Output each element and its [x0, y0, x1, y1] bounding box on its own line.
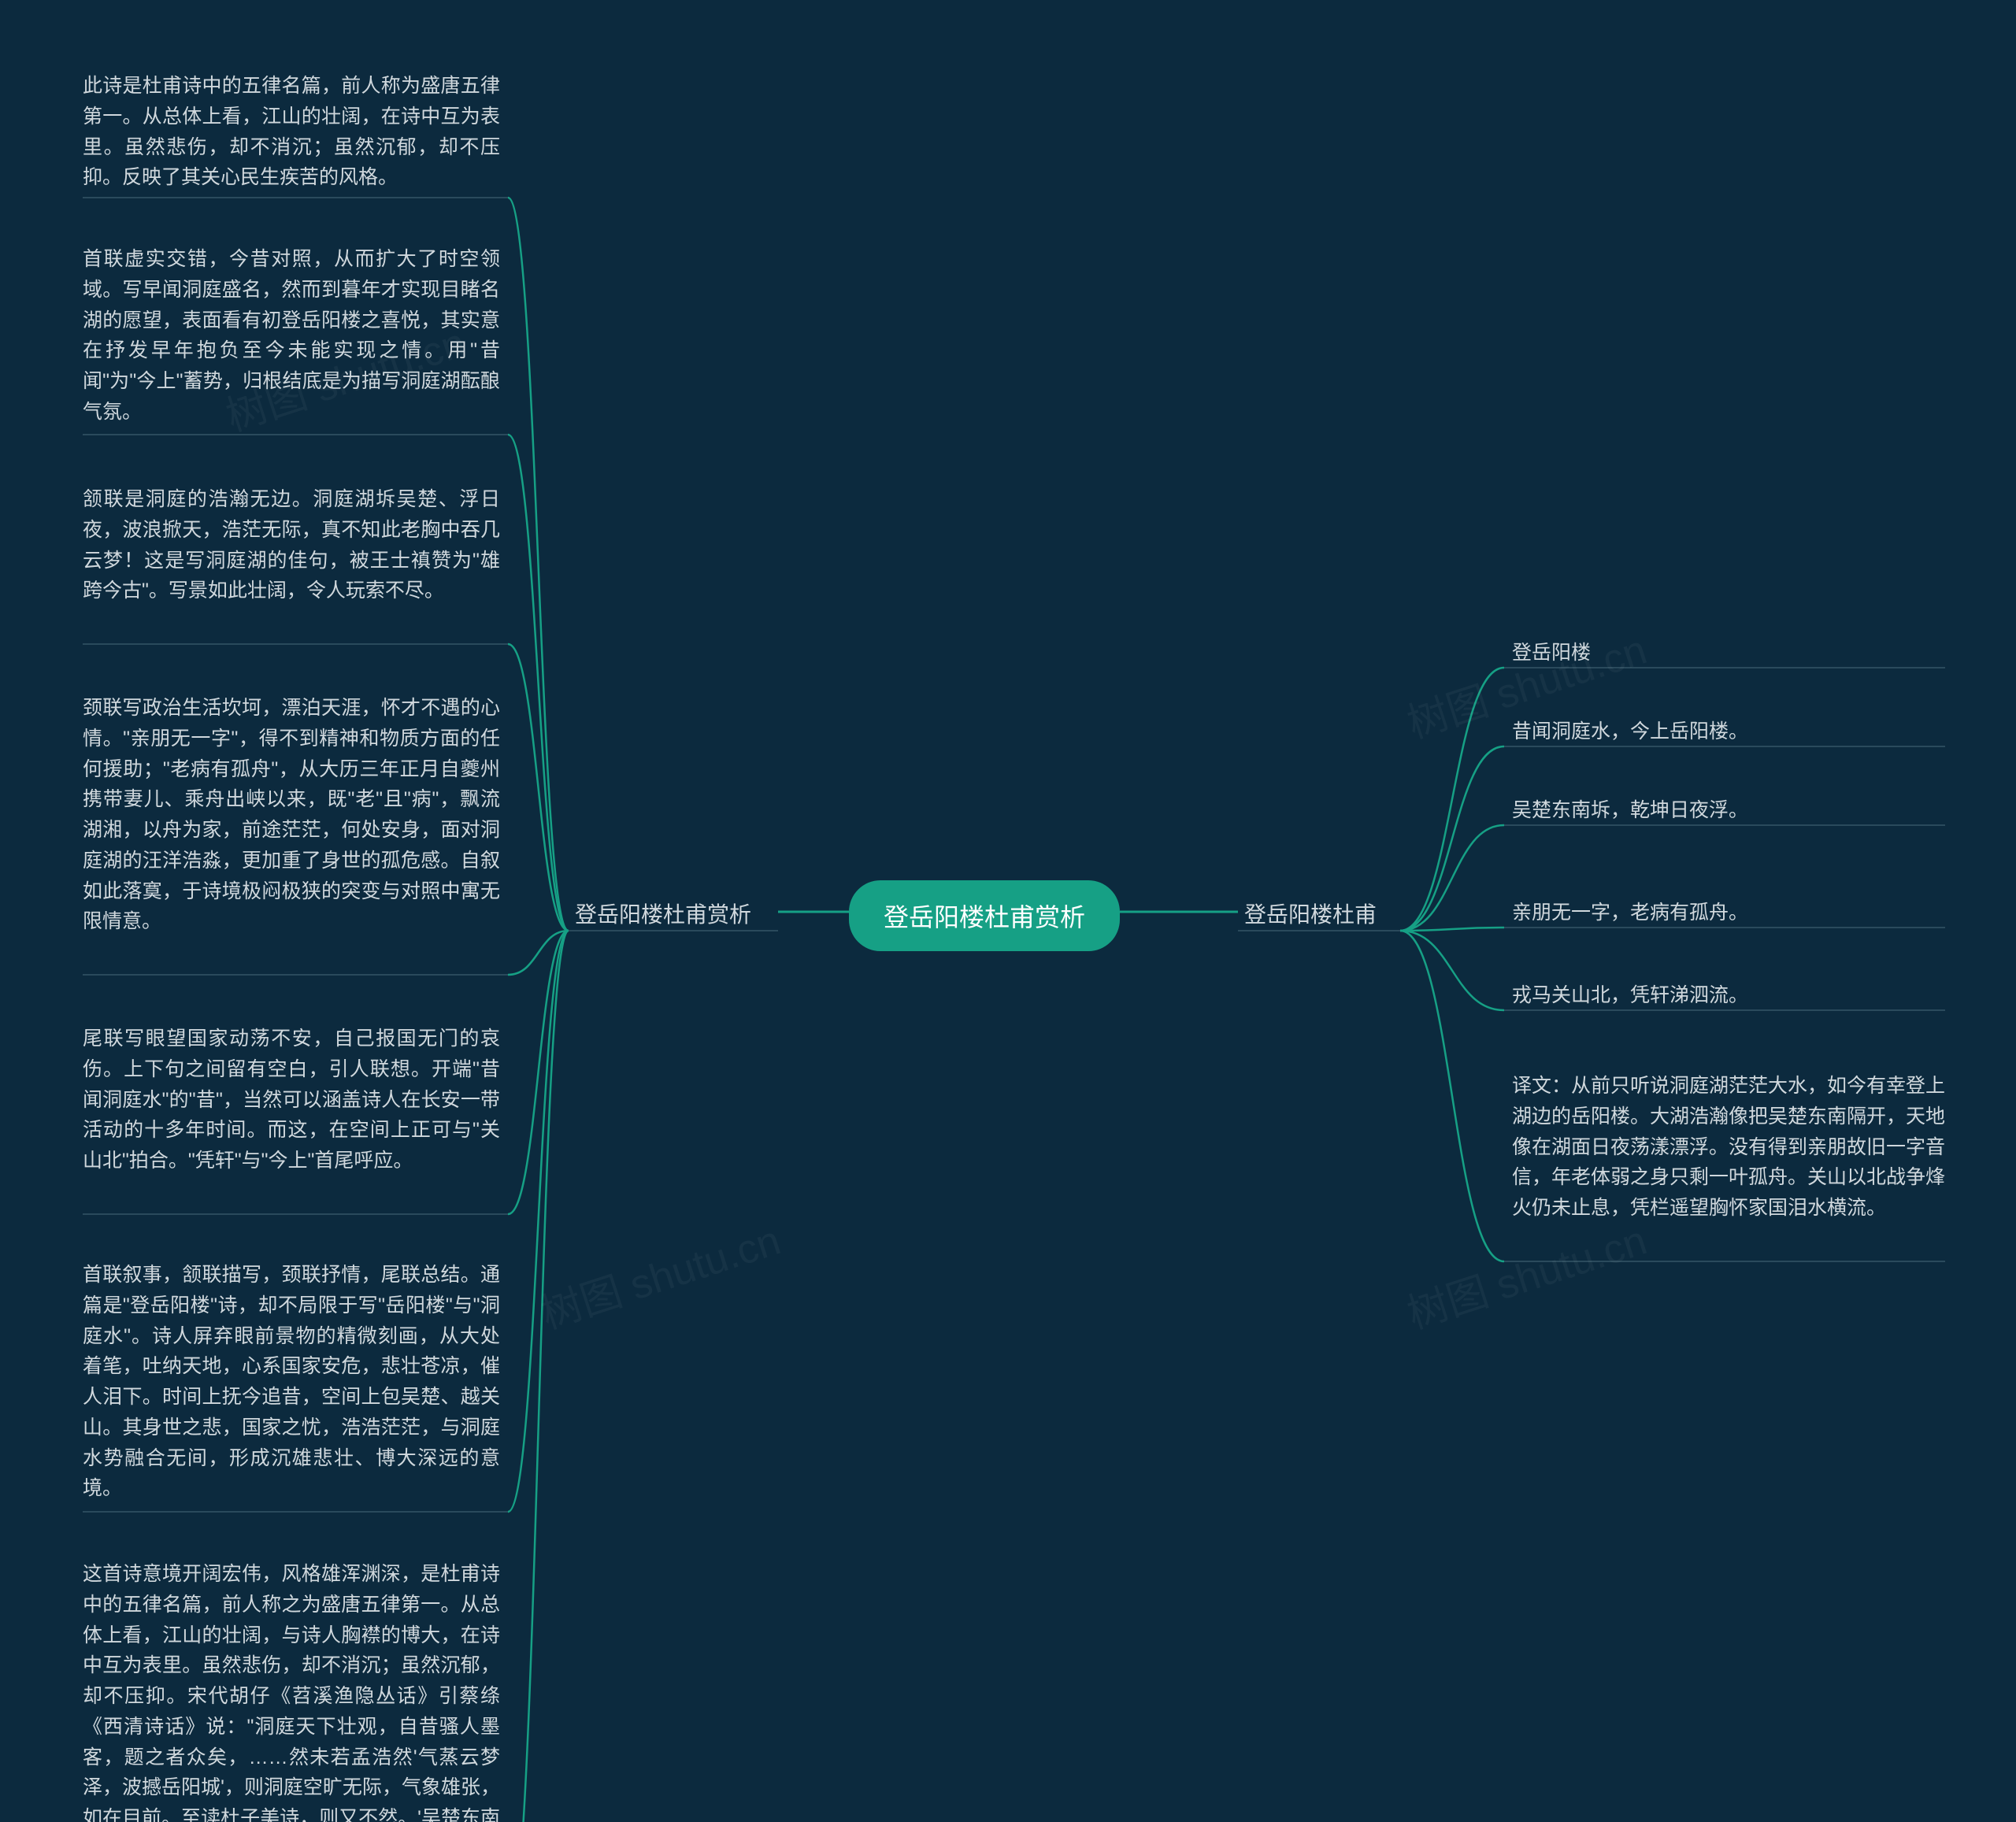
right-leaf-3: 亲朋无一字，老病有孤舟。: [1512, 898, 1945, 928]
right-leaf-5: 译文：从前只听说洞庭湖茫茫大水，如今有幸登上湖边的岳阳楼。大湖浩瀚像把吴楚东南隔…: [1512, 1071, 1945, 1224]
right-leaf-2: 吴楚东南坼，乾坤日夜浮。: [1512, 795, 1945, 826]
branch-left[interactable]: 登岳阳楼杜甫赏析: [575, 898, 751, 929]
left-leaf-1: 首联虚实交错，今昔对照，从而扩大了时空领域。写早闻洞庭盛名，然而到暮年才实现目睹…: [83, 244, 500, 428]
left-leaf-0: 此诗是杜甫诗中的五律名篇，前人称为盛唐五律第一。从总体上看，江山的壮阔，在诗中互…: [83, 71, 500, 193]
left-leaf-3: 颈联写政治生活坎坷，漂泊天涯，怀才不遇的心情。"亲朋无一字"，得不到精神和物质方…: [83, 693, 500, 937]
left-leaf-5: 首联叙事，颔联描写，颈联抒情，尾联总结。通篇是"登岳阳楼"诗，却不局限于写"岳阳…: [83, 1260, 500, 1504]
right-leaf-1: 昔闻洞庭水，今上岳阳楼。: [1512, 717, 1945, 747]
left-leaf-6: 这首诗意境开阔宏伟，风格雄浑渊深，是杜甫诗中的五律名篇，前人称之为盛唐五律第一。…: [83, 1559, 500, 1822]
right-leaf-0: 登岳阳楼: [1512, 638, 1945, 668]
watermark-3: 树图 shutu.cn: [1399, 1207, 1653, 1340]
left-leaf-2: 颔联是洞庭的浩瀚无边。洞庭湖坼吴楚、浮日夜，波浪掀天，浩茫无际，真不知此老胸中吞…: [83, 484, 500, 606]
root-node[interactable]: 登岳阳楼杜甫赏析: [849, 880, 1120, 951]
root-label: 登岳阳楼杜甫赏析: [884, 903, 1085, 931]
watermark-2: 树图 shutu.cn: [532, 1207, 787, 1340]
branch-right[interactable]: 登岳阳楼杜甫: [1244, 898, 1377, 929]
right-leaf-4: 戎马关山北，凭轩涕泗流。: [1512, 980, 1945, 1011]
left-leaf-4: 尾联写眼望国家动荡不安，自己报国无门的哀伤。上下句之间留有空白，引人联想。开端"…: [83, 1024, 500, 1176]
